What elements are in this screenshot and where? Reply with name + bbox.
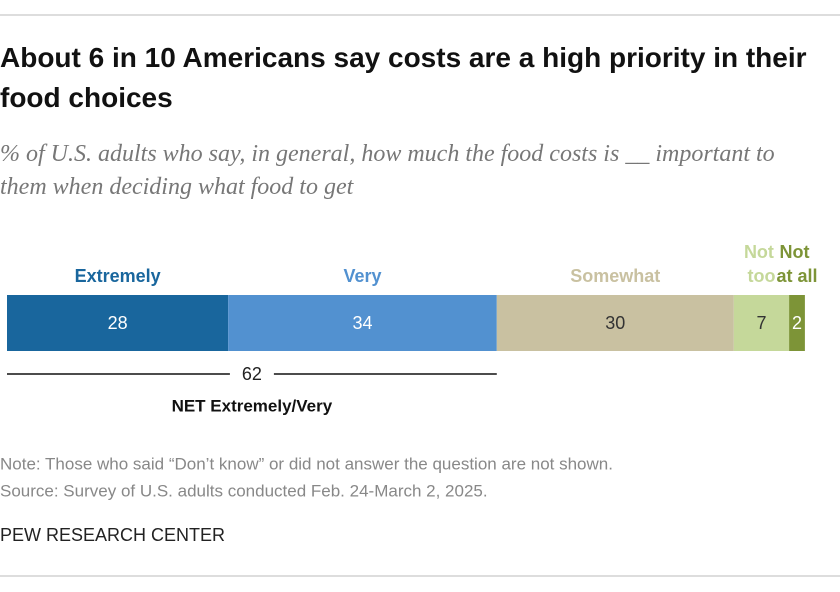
legend-label: Not at all [776,242,817,286]
net-label: NET Extremely/Very [172,396,333,415]
legend-label: Very [343,266,381,286]
bar-segment [733,295,790,351]
legend-label-line: at all [776,266,817,286]
source: Source: Survey of U.S. adults conducted … [0,481,488,500]
subtitle-box: % of U.S. adults who say, in general, ho… [0,141,775,200]
credit: PEW RESEARCH CENTER [0,525,225,545]
value-label: 30 [605,313,625,333]
bar-segment [496,295,734,351]
title-box: About 6 in 10 Americans say costs are a … [0,42,807,113]
note: Note: Those who said “Don’t know” or did… [0,454,613,473]
value-label: 34 [352,313,372,333]
legend-label-line: too [747,266,775,286]
legend-label: Not too [744,242,779,286]
net-value: 62 [242,364,262,384]
legend-label-line: Not [744,242,779,262]
chart-title: About 6 in 10 Americans say costs are a … [0,42,807,113]
legend-label-line: Not [780,242,815,262]
value-label: 7 [756,313,766,333]
legend-label: Extremely [75,266,161,286]
value-label: 28 [108,313,128,333]
chart-subtitle: % of U.S. adults who say, in general, ho… [0,141,775,200]
legend-label: Somewhat [570,266,660,286]
net-gap [229,364,274,384]
bar-segment [228,295,497,351]
bar-segment [7,295,229,351]
value-label: 2 [792,313,802,333]
bar-segment [789,295,805,351]
